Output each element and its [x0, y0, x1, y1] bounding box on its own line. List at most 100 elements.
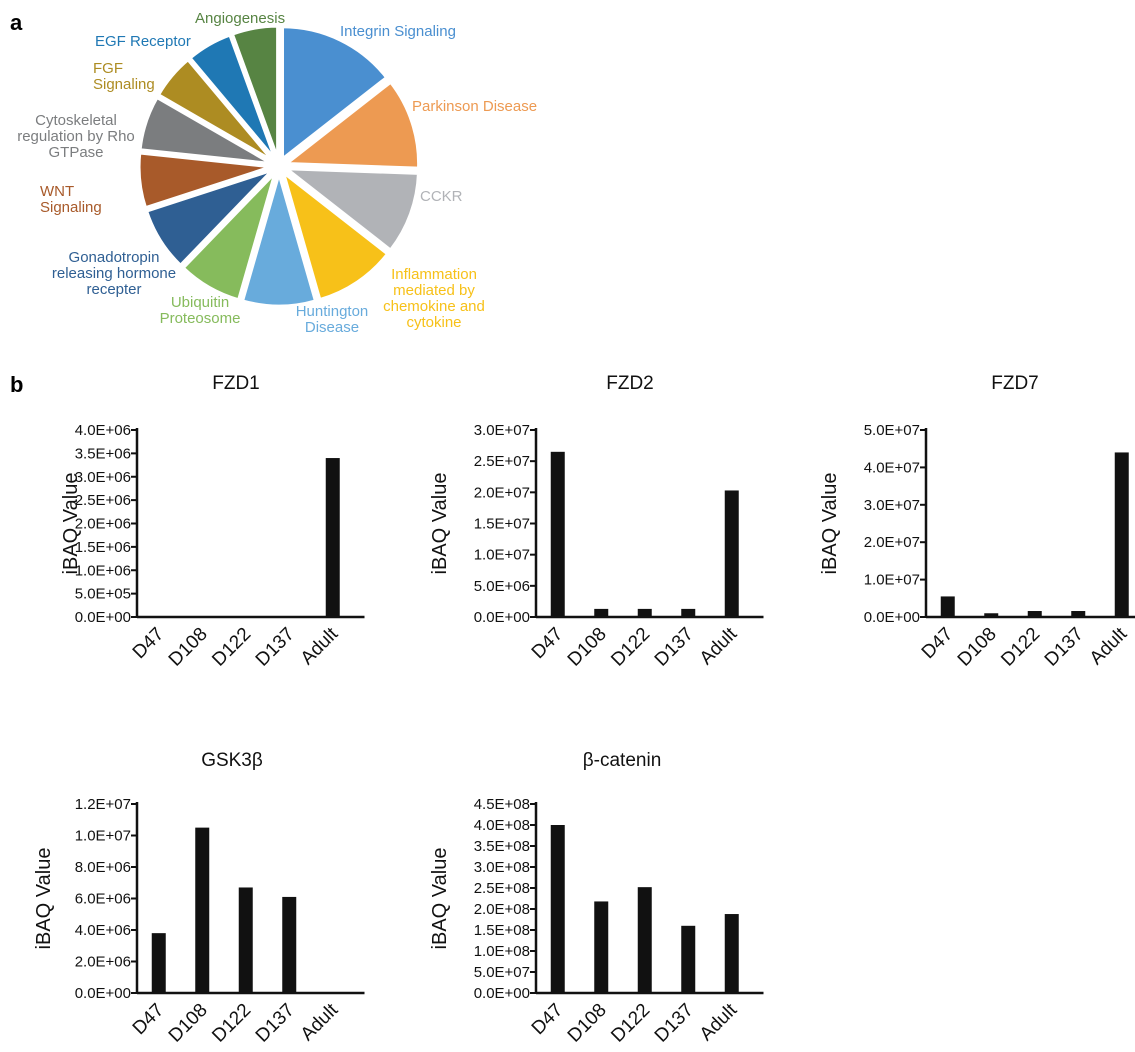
y-tick-label: 1.5E+07 [474, 516, 530, 533]
y-tick-label: 4.0E+06 [75, 922, 131, 939]
x-tick-label: D47 [528, 1000, 567, 1039]
y-axis-label: iBAQ Value [429, 473, 451, 575]
pie-slice [181, 171, 277, 302]
pie-slice [230, 24, 280, 159]
bar [594, 608, 609, 617]
bar [637, 608, 652, 617]
pie-slice [156, 57, 275, 163]
x-tick-label: D122 [607, 624, 654, 671]
y-tick-label: 1.0E+06 [75, 562, 131, 579]
pie-slice-label: Ubiquitin Proteosome [160, 294, 241, 327]
y-axis-label: iBAQ Value [33, 848, 55, 950]
y-tick-label: 5.0E+05 [75, 586, 131, 603]
bar-chart: FZD7 iBAQ Value 0.0E+00 1.0E+07 2.0E+07 3.0E+… [819, 373, 1135, 671]
bar [282, 896, 297, 993]
x-tick-label: D47 [129, 624, 168, 663]
bar [1027, 611, 1042, 617]
x-tick-label: Adult [696, 999, 742, 1045]
pie-slice-label: CCKR [420, 188, 463, 205]
pie-slice-label: Cytoskeletal regulation by Rho GTPase [17, 112, 135, 161]
y-tick-label: 2.5E+06 [75, 492, 131, 509]
bar [681, 608, 696, 617]
bar-charts: FZD1 iBAQ Value 0.0E+00 5.0E+05 1.0E+06 1.5E+… [33, 373, 1135, 1047]
pie-slice [281, 25, 389, 162]
bar [151, 933, 166, 993]
y-tick-label: 4.0E+06 [75, 422, 131, 439]
pie-slice-label: Parkinson Disease [412, 98, 537, 115]
pie-slice-label: Angiogenesis [195, 10, 285, 27]
bar [550, 825, 565, 993]
y-tick-label: 2.0E+08 [474, 901, 530, 918]
pie-slice-label: Integrin Signaling [340, 23, 456, 40]
panel-a-letter: a [10, 10, 23, 35]
y-tick-label: 3.5E+06 [75, 445, 131, 462]
bar [724, 914, 739, 993]
y-tick-label: 5.0E+07 [474, 964, 530, 981]
bar [984, 613, 999, 617]
x-tick-label: D137 [252, 624, 299, 671]
pie-slice [240, 168, 318, 308]
bar-chart: FZD2 iBAQ Value 0.0E+00 5.0E+06 1.0E+07 1.5E+… [429, 373, 764, 671]
bar [724, 490, 739, 617]
y-tick-label: 1.0E+07 [75, 828, 131, 845]
y-tick-label: 5.0E+06 [474, 578, 530, 595]
pie-slice [137, 151, 272, 210]
y-tick-label: 1.5E+08 [474, 922, 530, 939]
x-tick-label: D108 [564, 624, 611, 671]
x-tick-label: Adult [1086, 623, 1132, 669]
bar [550, 451, 565, 617]
x-tick-label: D108 [564, 1000, 611, 1047]
pie-slice [138, 95, 273, 166]
x-tick-label: Adult [297, 623, 343, 669]
chart-title: FZD2 [606, 373, 654, 394]
bar-chart: β-catenin iBAQ Value 0.0E+00 5.0E+07 1.0E+08… [429, 750, 764, 1047]
y-tick-label: 1.5E+06 [75, 539, 131, 556]
panel-b-letter: b [10, 372, 23, 397]
pie-chart: Integrin Signaling Parkinson Disease CCKR I… [17, 10, 537, 336]
y-axis-label: iBAQ Value [429, 848, 451, 950]
y-tick-label: 1.0E+07 [864, 572, 920, 589]
pie-slice [281, 167, 420, 253]
x-tick-label: D47 [528, 624, 567, 663]
bar [940, 596, 955, 617]
bar-chart: FZD1 iBAQ Value 0.0E+00 5.0E+05 1.0E+06 1.5E+… [60, 373, 365, 671]
pie-slice-label: FGF Signaling [93, 60, 155, 93]
y-tick-label: 2.5E+07 [474, 453, 530, 470]
y-tick-label: 4.0E+08 [474, 817, 530, 834]
x-tick-label: D47 [918, 624, 957, 663]
x-tick-label: Adult [297, 999, 343, 1045]
pie-slice [282, 80, 421, 170]
chart-title: FZD7 [991, 373, 1039, 394]
pie-slice-label: Huntington Disease [296, 303, 369, 336]
y-tick-label: 2.5E+08 [474, 880, 530, 897]
bar [1114, 452, 1129, 617]
x-tick-label: D137 [651, 624, 698, 671]
bar [637, 887, 652, 993]
x-tick-label: D122 [997, 624, 1044, 671]
y-tick-label: 0.0E+00 [75, 985, 131, 1002]
y-axis-label: iBAQ Value [819, 473, 841, 575]
bar [195, 827, 210, 993]
bar [1071, 611, 1086, 617]
y-tick-label: 1.2E+07 [75, 796, 131, 813]
bar [594, 901, 609, 993]
x-tick-label: D137 [1041, 624, 1088, 671]
y-tick-label: 4.0E+07 [864, 459, 920, 476]
pie-slice-label: EGF Receptor [95, 33, 191, 50]
x-tick-label: D108 [165, 624, 212, 671]
x-tick-label: D47 [129, 1000, 168, 1039]
x-tick-label: D122 [208, 1000, 255, 1047]
y-tick-label: 6.0E+06 [75, 891, 131, 908]
y-tick-label: 3.5E+08 [474, 838, 530, 855]
y-tick-label: 2.0E+07 [474, 484, 530, 501]
pie-slice [188, 33, 277, 161]
y-tick-label: 2.0E+07 [864, 534, 920, 551]
y-tick-label: 3.0E+07 [864, 497, 920, 514]
pie-slice-label: WNT Signaling [40, 183, 102, 216]
x-tick-label: D137 [252, 1000, 299, 1047]
y-tick-label: 3.0E+07 [474, 422, 530, 439]
x-tick-label: D108 [954, 624, 1001, 671]
y-tick-label: 3.0E+06 [75, 469, 131, 486]
y-tick-label: 1.0E+08 [474, 943, 530, 960]
y-tick-label: 2.0E+06 [75, 516, 131, 533]
